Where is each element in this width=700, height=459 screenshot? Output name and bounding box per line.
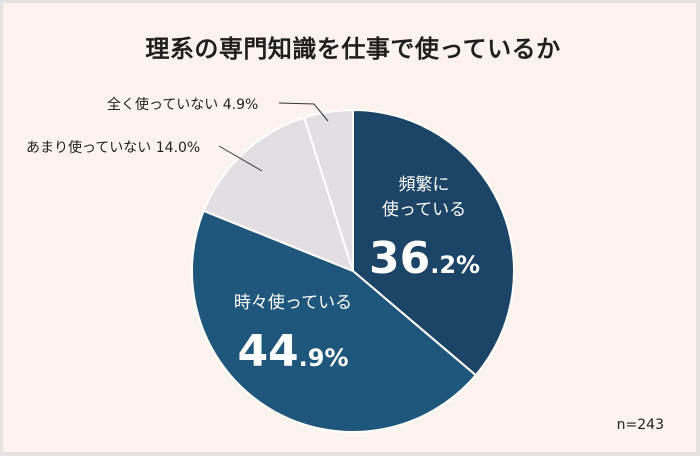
label-sometimes-use: 時々使っている 44.9% <box>223 291 363 374</box>
label-frequently-use-line2: 使っている <box>381 200 467 220</box>
label-frequently-use-line1: 頻繁に <box>398 175 450 195</box>
slice-sometimes-use <box>191 209 477 433</box>
chart-title: 理系の専門知識を仕事で使っているか <box>145 35 561 63</box>
percent-sometimes-use: 44.9% <box>237 326 349 377</box>
percent-frequently-use: 36.2% <box>369 233 481 284</box>
leader-line-never-use <box>278 102 329 122</box>
slice-frequently-use <box>352 109 515 377</box>
label-sometimes-use-text: 時々使っている <box>233 293 353 313</box>
label-frequently-use: 頻繁に 使っている 36.2% <box>369 173 481 284</box>
leader-line-rarely-use <box>218 145 263 172</box>
pie-slices <box>191 109 515 433</box>
label-rarely-use: あまり使っていない 14.0% <box>26 140 201 156</box>
slice-never-use <box>303 109 354 272</box>
pie-chart <box>191 102 515 433</box>
sample-size: n=243 <box>616 417 664 433</box>
label-never-use: 全く使っていない 4.9% <box>107 97 259 113</box>
